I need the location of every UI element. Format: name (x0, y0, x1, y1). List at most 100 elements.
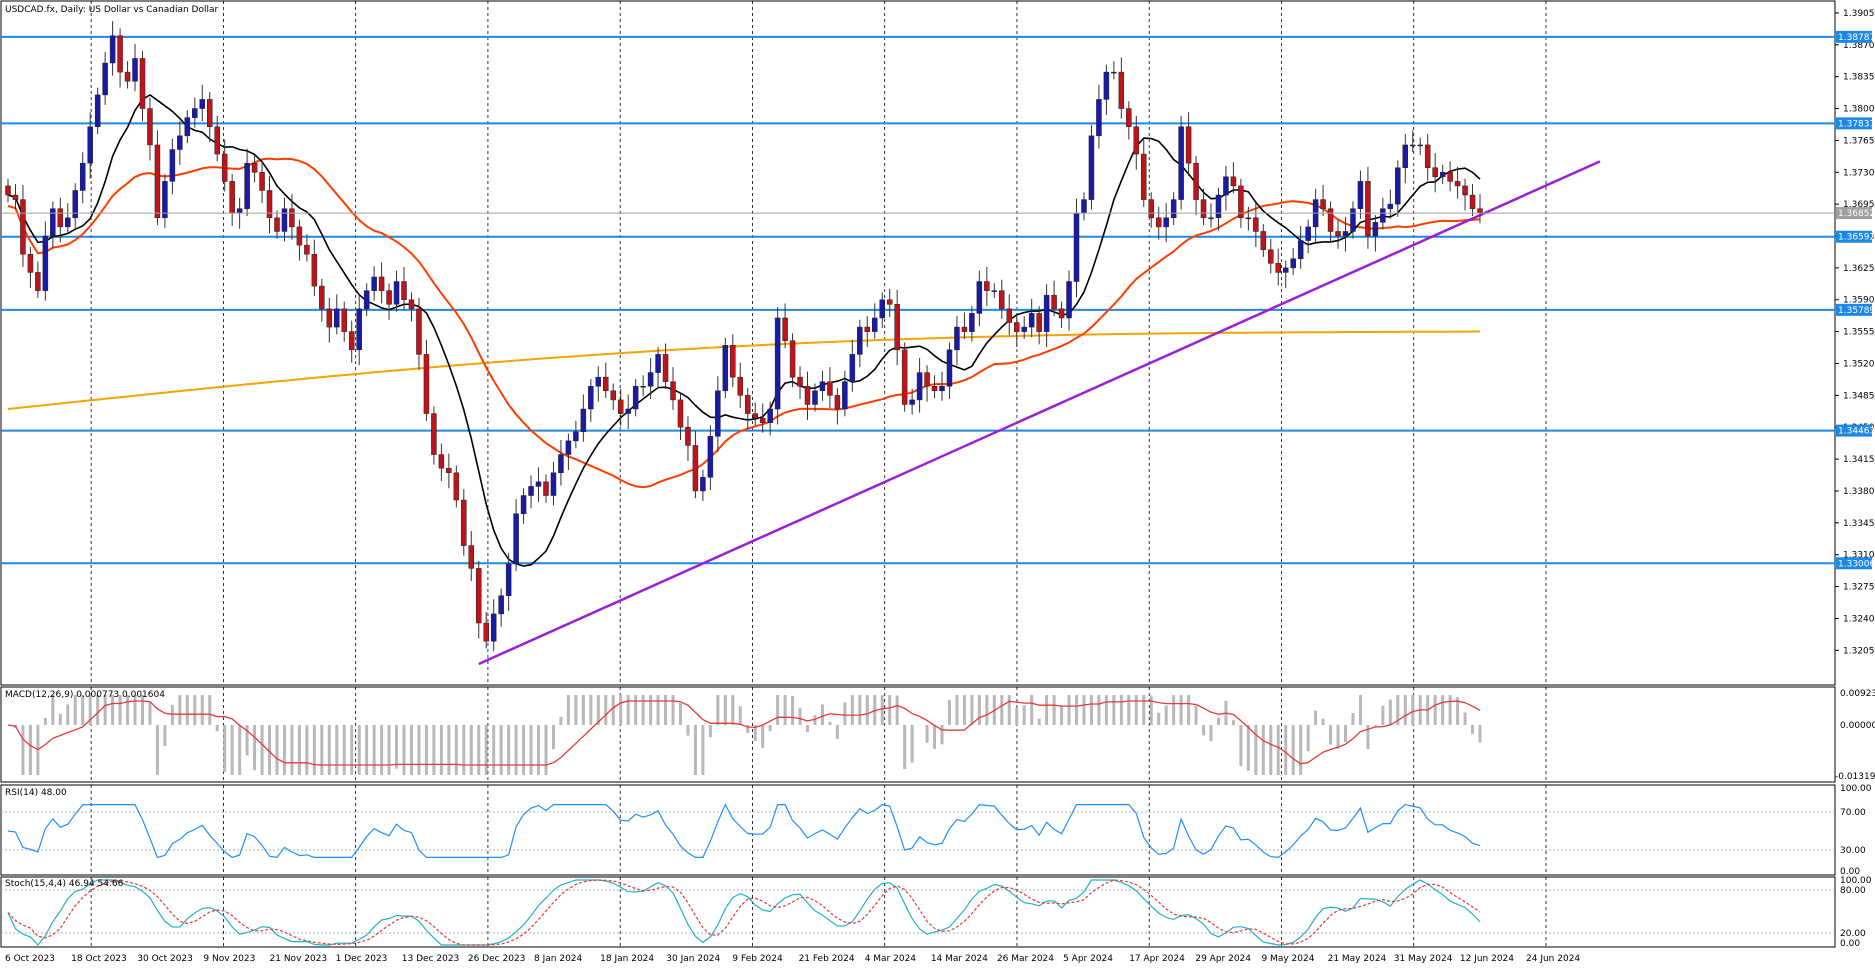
macd-signal-line (7, 700, 1481, 766)
candle-body (1021, 326, 1027, 332)
candle-body (752, 413, 758, 419)
date-tick-label: 21 Nov 2023 (270, 954, 328, 964)
stoch-panel-frame (0, 876, 1836, 948)
rsi-line (7, 803, 1481, 859)
date-tick-label: 13 Dec 2023 (402, 954, 460, 964)
candle-body (1402, 144, 1409, 168)
candle-body (371, 276, 377, 291)
candle-body (304, 244, 310, 255)
candle-body (475, 568, 482, 624)
candle-body (1111, 71, 1117, 74)
candle-body (1305, 226, 1311, 241)
candle-body (296, 226, 303, 246)
candle-body (573, 431, 579, 442)
candle-body (1133, 126, 1140, 155)
date-tick-label: 5 Apr 2024 (1063, 954, 1113, 964)
candle-body (1215, 194, 1222, 219)
candle-body (65, 217, 71, 228)
candle-body (1469, 194, 1476, 209)
candle-body (169, 149, 176, 182)
candle-body (79, 162, 86, 191)
candle-body (1380, 208, 1386, 223)
candle-body (177, 135, 183, 150)
candle-body (244, 162, 250, 209)
date-tick-label: 6 Oct 2023 (5, 954, 55, 964)
price-tick-label: 1.38000 (1843, 105, 1875, 115)
candle-body (685, 426, 691, 446)
candle-body (259, 172, 265, 191)
candle-body (744, 395, 751, 414)
candle-body (1432, 167, 1438, 178)
candle-body (625, 408, 631, 414)
stoch-k-line (7, 879, 1481, 946)
candle-body (1066, 281, 1072, 319)
candle-body (849, 354, 856, 382)
candle-body (289, 208, 295, 228)
candle-body (147, 108, 153, 146)
date-tick-label: 18 Jan 2024 (600, 954, 654, 964)
date-tick-label: 21 May 2024 (1328, 954, 1387, 964)
candle-body (610, 390, 616, 401)
candle-body (1245, 217, 1252, 220)
candle-body (1327, 208, 1334, 232)
level-tag-label: 1.36592 (1838, 233, 1875, 243)
candle-body (984, 281, 990, 291)
price-tick-label: 1.32050 (1843, 646, 1875, 656)
candle-body (446, 467, 452, 474)
rsi-axis-100: 100.00 (1840, 784, 1872, 794)
candle-body (393, 281, 400, 305)
price-tick-label: 1.35550 (1843, 328, 1875, 338)
candle-body (1058, 308, 1065, 319)
candle-body (490, 613, 497, 642)
candle-body (251, 162, 258, 173)
candle-body (1200, 199, 1207, 219)
candle-body (1238, 185, 1244, 219)
candle-body (1103, 71, 1110, 100)
candle-body (498, 595, 504, 615)
date-tick-label: 26 Dec 2023 (468, 954, 526, 964)
date-tick-label: 8 Jan 2024 (534, 954, 582, 964)
level-tag (1836, 303, 1872, 316)
candle-body (378, 276, 385, 291)
candle-body (827, 381, 833, 396)
date-tick-label: 12 Jun 2024 (1460, 954, 1514, 964)
candle-body (954, 326, 960, 351)
candle-body (797, 376, 803, 387)
candle-body (334, 308, 340, 328)
candle-body (991, 290, 998, 292)
level-tag-label: 1.38787 (1838, 33, 1875, 43)
candle-body (1424, 144, 1431, 168)
vertical-gridlines (90, 1, 1547, 947)
candle-body (386, 290, 392, 305)
candle-body (348, 331, 355, 351)
candle-body (192, 108, 198, 118)
candle-body (759, 417, 766, 423)
price-tick-label: 1.33800 (1843, 487, 1875, 497)
candle-body (782, 317, 788, 341)
candle-body (1372, 222, 1379, 237)
main-panel-frame (0, 0, 1836, 686)
candle-body (416, 308, 422, 355)
stoch-axis-80: 80.00 (1840, 886, 1866, 896)
horizontal-levels (1, 35, 1835, 565)
candle-body (916, 372, 923, 401)
price-tick-label: 1.33100 (1843, 551, 1875, 561)
candle-body (528, 486, 534, 496)
level-tag (1836, 557, 1872, 570)
date-tick-label: 30 Jan 2024 (666, 954, 720, 964)
uptrend-line[interactable] (478, 160, 1601, 666)
candle-body (1365, 181, 1371, 237)
level-tag (1836, 117, 1872, 130)
candle-body (931, 386, 938, 392)
candle-body (1290, 258, 1296, 269)
candle-body (124, 71, 131, 82)
candle-body (42, 235, 49, 291)
candle-body (1088, 135, 1095, 200)
candle-body (274, 217, 280, 232)
candle-body (999, 290, 1005, 310)
price-tick-label: 1.38700 (1843, 41, 1875, 51)
candle-body (535, 481, 542, 487)
candle-body (655, 354, 661, 373)
candle-body (737, 376, 744, 396)
